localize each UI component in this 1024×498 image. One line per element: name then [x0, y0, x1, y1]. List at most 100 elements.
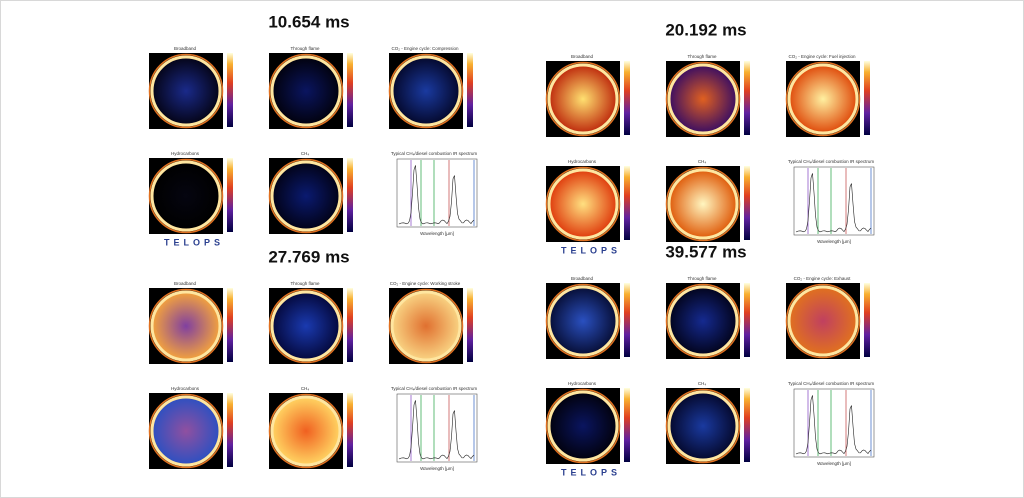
logo: TELOPS: [561, 245, 621, 255]
chamber-rim-outer: [148, 53, 224, 129]
colorbar: [624, 61, 630, 135]
chamber-rim: [150, 160, 222, 232]
image-label: Through flame: [290, 46, 320, 51]
spectrum-frame: [793, 388, 875, 458]
chamber-rim: [787, 63, 859, 135]
chamber-rim: [150, 55, 222, 127]
spectrum-title: Typical CH₄/diesel combustion IR spectru…: [391, 386, 478, 391]
chamber-image: [273, 58, 339, 124]
colorbar: [624, 388, 630, 462]
image-label: Hydrocarbons: [171, 386, 200, 391]
image-label: Hydrocarbons: [568, 381, 597, 386]
chamber-rim: [150, 395, 222, 467]
chamber-rim-outer: [545, 388, 621, 464]
chamber-image: [550, 288, 616, 354]
chamber-rim-outer: [665, 388, 741, 464]
chamber-rim: [390, 290, 462, 362]
image-label: CO₂ - Engine cycle: Fuel injection: [788, 54, 856, 59]
chamber-image: [550, 393, 616, 459]
chamber-rim-outer: [268, 158, 344, 234]
chamber-image: [273, 398, 339, 464]
chamber-rim-outer: [665, 61, 741, 137]
chamber-rim-outer: [268, 393, 344, 469]
chamber-rim: [270, 290, 342, 362]
chamber-rim: [270, 395, 342, 467]
colorbar: [347, 158, 353, 232]
spectrum-frame: [396, 158, 478, 228]
chamber-image: [790, 66, 856, 132]
chamber-rim: [547, 168, 619, 240]
chamber-rim-outer: [545, 61, 621, 137]
image-label: Hydrocarbons: [568, 159, 597, 164]
chamber-image: [153, 58, 219, 124]
spectrum-xlabel: Wavelength [µm]: [420, 231, 454, 236]
colorbar: [227, 393, 233, 467]
chamber-rim-outer: [388, 53, 464, 129]
image-label: Broadband: [174, 46, 197, 51]
colorbar: [744, 61, 750, 135]
spectrum-curve: [398, 165, 475, 225]
colorbar: [347, 393, 353, 467]
panel-title: 10.654 ms: [268, 12, 349, 31]
chamber-rim: [787, 285, 859, 357]
image-label: CH₄: [301, 151, 309, 156]
spectrum-curve: [795, 395, 872, 455]
chamber-rim: [547, 390, 619, 462]
chamber-rim-outer: [148, 288, 224, 364]
image-label: Broadband: [571, 54, 594, 59]
spectrum-frame: [793, 166, 875, 236]
spectrum-title: Typical CH₄/diesel combustion IR spectru…: [391, 151, 478, 156]
colorbar: [864, 283, 870, 357]
chamber-rim-outer: [148, 393, 224, 469]
chamber-rim-outer: [785, 283, 861, 359]
colorbar: [624, 283, 630, 357]
colorbar: [744, 166, 750, 240]
chamber-rim-outer: [665, 283, 741, 359]
image-label: CH₄: [301, 386, 309, 391]
image-label: Broadband: [174, 281, 197, 286]
spectrum-curve: [795, 173, 872, 233]
colorbar: [227, 158, 233, 232]
chamber-image: [393, 293, 459, 359]
image-label: Through flame: [290, 281, 320, 286]
colorbar: [864, 61, 870, 135]
chamber-rim: [667, 63, 739, 135]
chamber-image: [670, 66, 736, 132]
image-label: CH₄: [698, 159, 706, 164]
spectrum-curve: [398, 400, 475, 460]
chamber-image: [550, 171, 616, 237]
colorbar: [227, 53, 233, 127]
chamber-rim: [150, 290, 222, 362]
chamber-rim-outer: [268, 288, 344, 364]
panel-title: 20.192 ms: [665, 20, 746, 39]
spectrum-xlabel: Wavelength [µm]: [817, 239, 851, 244]
spectrum-title: Typical CH₄/diesel combustion IR spectru…: [788, 159, 875, 164]
spectrum-frame: [396, 393, 478, 463]
image-label: Through flame: [687, 54, 717, 59]
image-label: CO₂ - Engine cycle: Compression: [391, 46, 459, 51]
colorbar: [744, 388, 750, 462]
chamber-rim-outer: [148, 158, 224, 234]
chamber-image: [550, 66, 616, 132]
panel-title: 27.769 ms: [268, 247, 349, 266]
colorbar: [467, 288, 473, 362]
chamber-rim-outer: [665, 166, 741, 242]
chamber-rim-outer: [545, 283, 621, 359]
image-label: CO₂ - Engine cycle: Working stroke: [390, 281, 461, 286]
chamber-image: [153, 398, 219, 464]
image-label: CH₄: [698, 381, 706, 386]
chamber-rim: [667, 285, 739, 357]
chamber-image: [393, 58, 459, 124]
chamber-image: [273, 293, 339, 359]
chamber-rim: [547, 285, 619, 357]
image-label: CO₂ - Engine cycle: Exhaust: [794, 276, 852, 281]
chamber-rim: [270, 160, 342, 232]
logo: TELOPS: [561, 467, 621, 477]
chamber-image: [273, 163, 339, 229]
chamber-rim: [667, 168, 739, 240]
chamber-rim: [390, 55, 462, 127]
chamber-image: [153, 163, 219, 229]
spectrum-xlabel: Wavelength [µm]: [817, 461, 851, 466]
